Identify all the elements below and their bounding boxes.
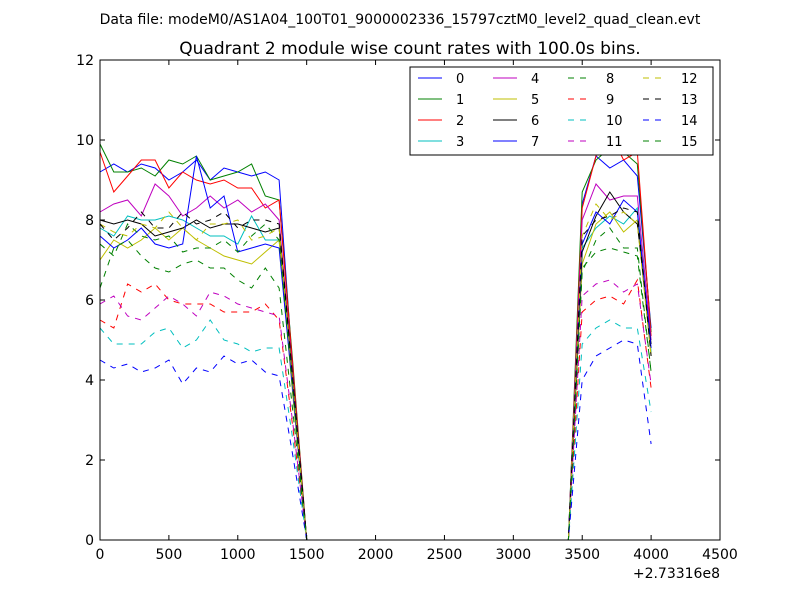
legend-box bbox=[409, 66, 714, 156]
data-file-label: Data file: modeM0/AS1A04_100T01_90000023… bbox=[100, 12, 701, 28]
legend-label-1: 1 bbox=[456, 93, 464, 108]
x-tick-label: 2500 bbox=[427, 547, 463, 563]
x-offset-label: +2.73316e8 bbox=[633, 566, 720, 582]
y-tick-label: 2 bbox=[85, 453, 94, 469]
legend-label-11: 11 bbox=[606, 135, 623, 150]
y-tick-label: 0 bbox=[85, 533, 94, 549]
y-tick-label: 8 bbox=[85, 213, 94, 229]
chart-title: Quadrant 2 module wise count rates with … bbox=[179, 39, 640, 59]
x-tick-label: 4000 bbox=[633, 547, 669, 563]
axes-layer: 0 500 1000 1500 2000 2500 3000 3500 4000 4500 0 2 4 6… bbox=[76, 53, 738, 563]
legend-label-15: 15 bbox=[681, 135, 698, 150]
x-tick-label: 4500 bbox=[702, 547, 738, 563]
legend-label-8: 8 bbox=[606, 72, 614, 87]
legend-label-9: 9 bbox=[606, 93, 614, 108]
legend-label-7: 7 bbox=[531, 135, 539, 150]
y-tick-label: 4 bbox=[85, 373, 94, 389]
legend-label-5: 5 bbox=[531, 93, 539, 108]
legend-label-6: 6 bbox=[531, 114, 539, 129]
x-tick-label: 1500 bbox=[289, 547, 325, 563]
x-tick-label: 500 bbox=[156, 547, 183, 563]
y-tick-label: 10 bbox=[76, 133, 94, 149]
legend-label-4: 4 bbox=[531, 72, 539, 87]
x-tick-label: 1000 bbox=[220, 547, 256, 563]
x-tick-label: 3000 bbox=[496, 547, 532, 563]
legend-label-14: 14 bbox=[681, 114, 698, 129]
legend-label-13: 13 bbox=[681, 93, 698, 108]
legend-label-12: 12 bbox=[681, 72, 698, 87]
legend-label-10: 10 bbox=[606, 114, 623, 129]
x-tick-label: 3500 bbox=[564, 547, 600, 563]
x-tick-label: 2000 bbox=[358, 547, 394, 563]
y-tick-label: 12 bbox=[76, 53, 94, 69]
y-tick-label: 6 bbox=[85, 293, 94, 309]
x-tick-label: 0 bbox=[96, 547, 105, 563]
legend-label-3: 3 bbox=[456, 135, 464, 150]
legend-label-2: 2 bbox=[456, 114, 464, 129]
legend-label-0: 0 bbox=[456, 72, 464, 87]
